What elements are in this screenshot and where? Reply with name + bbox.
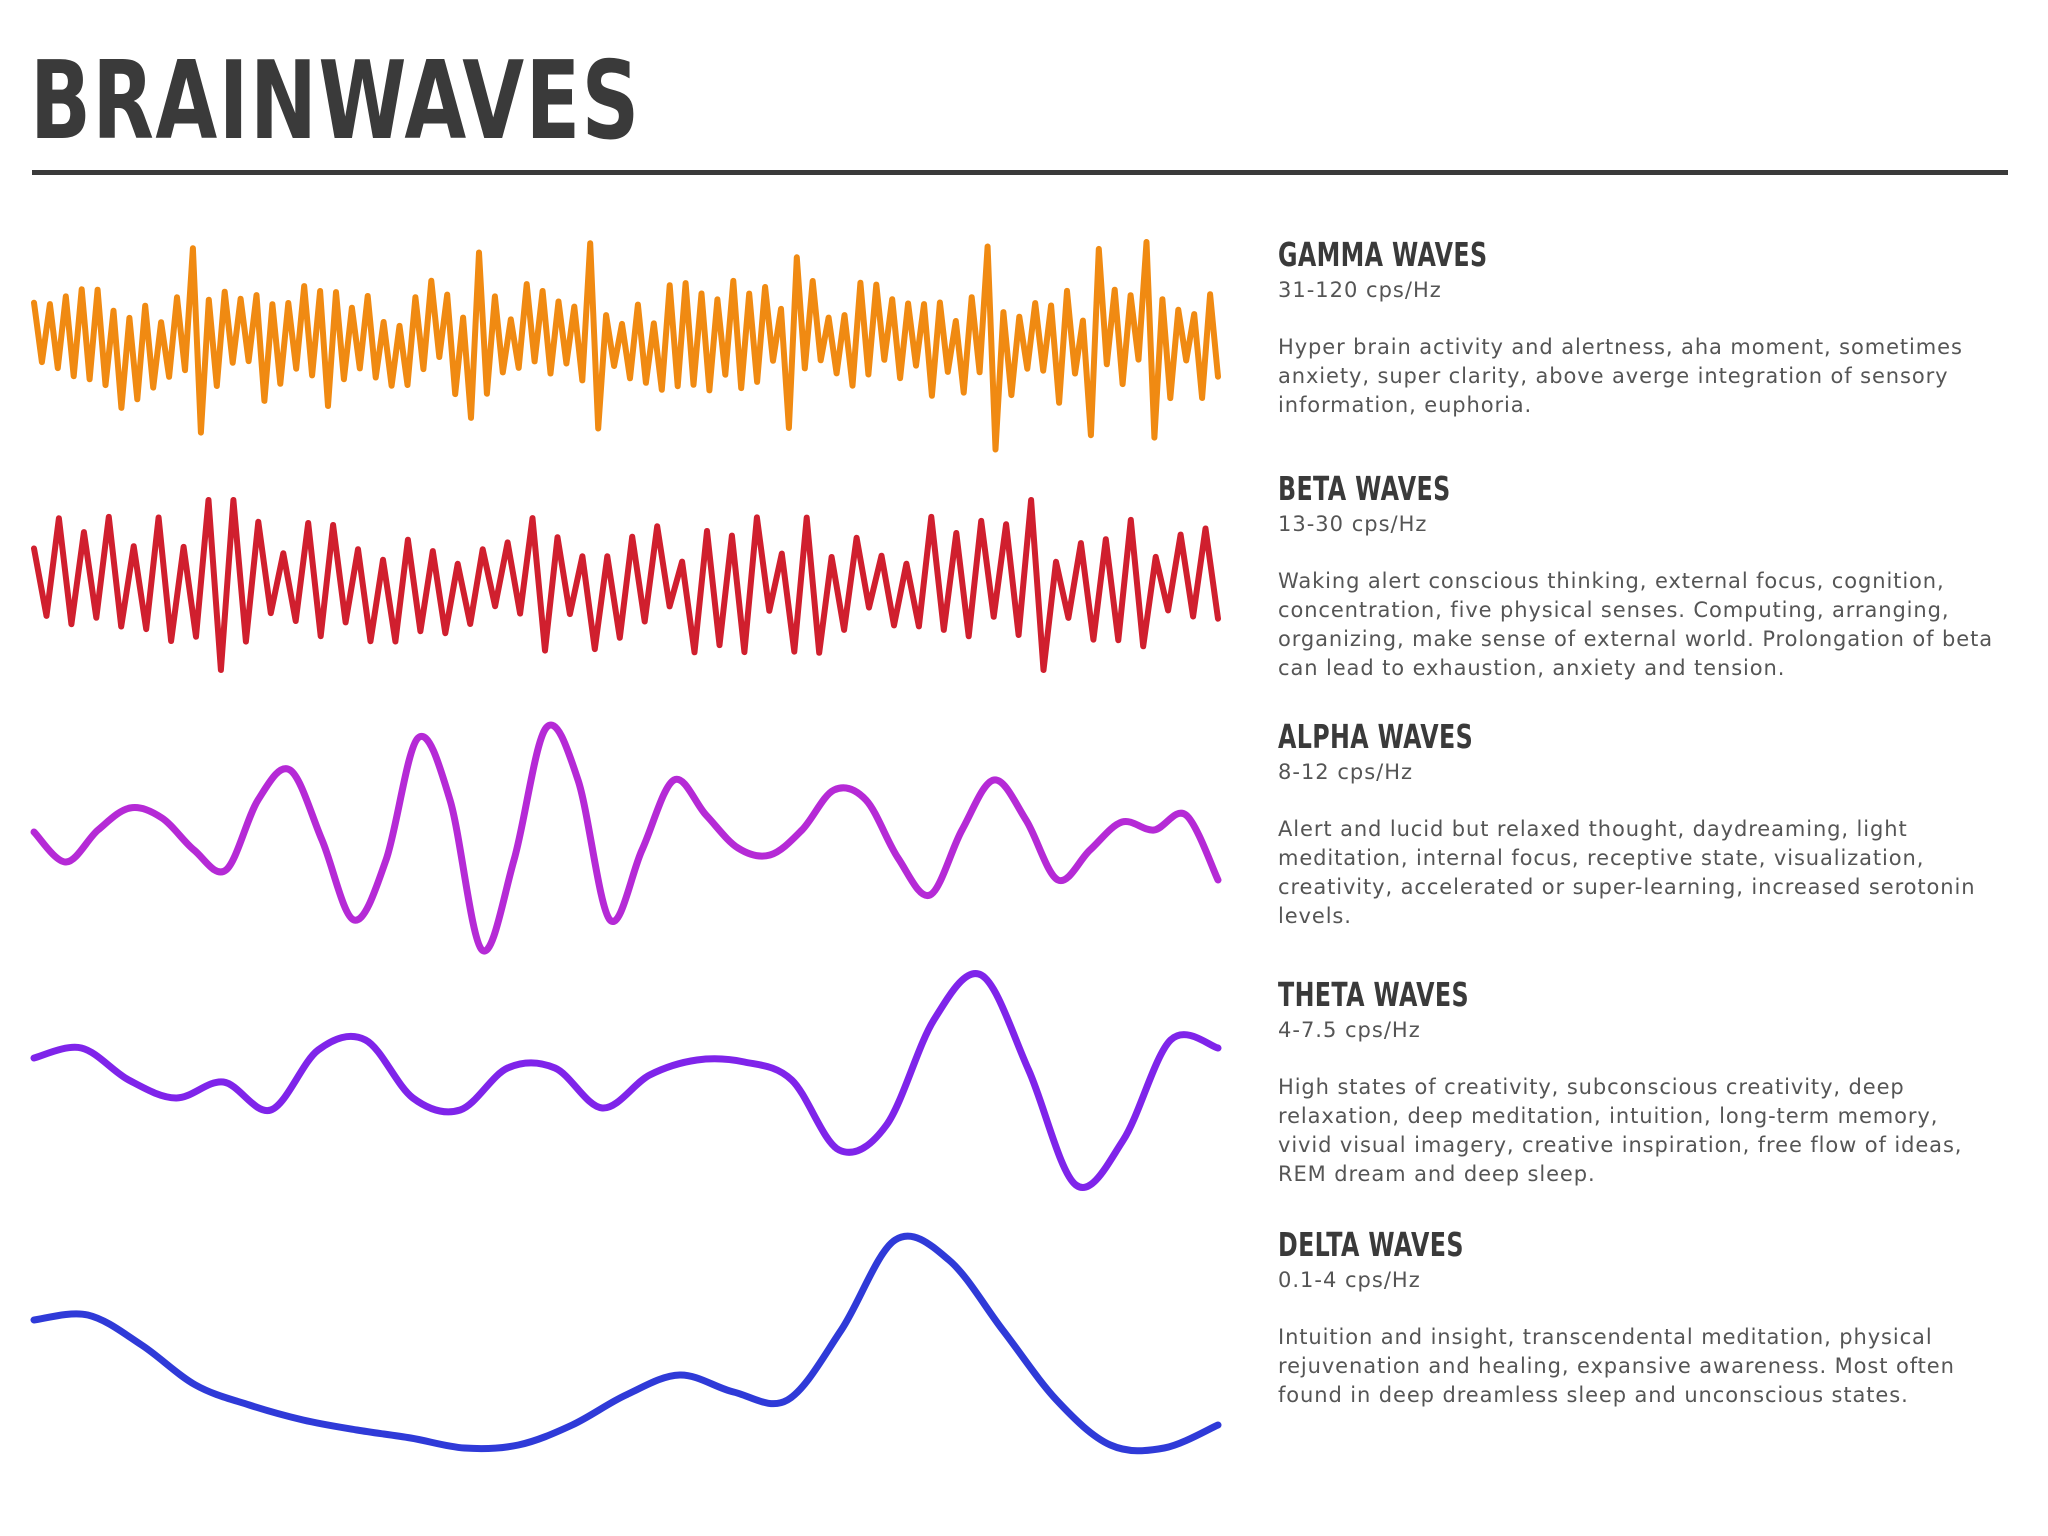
waveform-illustrations bbox=[30, 239, 1222, 1455]
gamma-description: GAMMA WAVES 31-120 cps/Hz Hyper brain ac… bbox=[1278, 238, 2008, 420]
wave-description-text: Waking alert conscious thinking, externa… bbox=[1278, 569, 1993, 681]
alpha-description: ALPHA WAVES 8-12 cps/Hz Alert and lucid … bbox=[1278, 720, 2008, 931]
page-title: BRAINWAVES bbox=[30, 39, 641, 164]
wave-description-text: Alert and lucid but relaxed thought, day… bbox=[1278, 817, 1976, 929]
wave-description-text: Intuition and insight, transcendental me… bbox=[1278, 1325, 1955, 1408]
beta-description: BETA WAVES 13-30 cps/Hz Waking alert con… bbox=[1278, 472, 2008, 683]
wave-frequency: 8-12 cps/Hz bbox=[1278, 760, 1414, 784]
wave-heading: GAMMA WAVES bbox=[1278, 235, 1488, 274]
wave-frequency: 31-120 cps/Hz bbox=[1278, 278, 1442, 302]
wave-heading: DELTA WAVES bbox=[1278, 1225, 1464, 1264]
gamma-waveform bbox=[31, 239, 1221, 453]
wave-heading: ALPHA WAVES bbox=[1278, 717, 1474, 756]
theta-waveform bbox=[30, 970, 1222, 1191]
wave-frequency: 0.1-4 cps/Hz bbox=[1278, 1268, 1421, 1292]
beta-waveform bbox=[31, 497, 1221, 673]
wave-heading: BETA WAVES bbox=[1278, 469, 1451, 508]
delta-waveform bbox=[30, 1232, 1222, 1455]
wave-description-text: Hyper brain activity and alertness, aha … bbox=[1278, 335, 1963, 418]
wave-frequency: 13-30 cps/Hz bbox=[1278, 512, 1428, 536]
wave-heading: THETA WAVES bbox=[1278, 975, 1469, 1014]
theta-description: THETA WAVES 4-7.5 cps/Hz High states of … bbox=[1278, 978, 2008, 1189]
alpha-waveform bbox=[30, 721, 1222, 955]
title-divider bbox=[32, 170, 2008, 175]
delta-description: DELTA WAVES 0.1-4 cps/Hz Intuition and i… bbox=[1278, 1228, 2008, 1410]
wave-description-text: High states of creativity, subconscious … bbox=[1278, 1075, 1963, 1187]
wave-frequency: 4-7.5 cps/Hz bbox=[1278, 1018, 1421, 1042]
